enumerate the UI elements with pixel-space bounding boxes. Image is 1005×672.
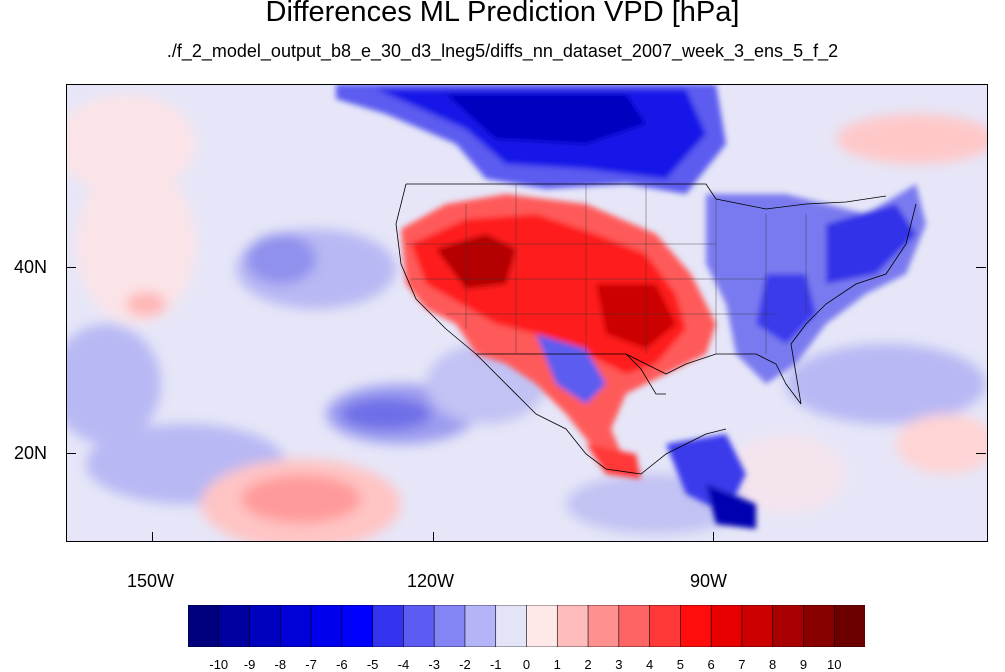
colorbar-label: 10 <box>826 657 842 672</box>
colorbar-label: 6 <box>707 657 715 672</box>
vpd-difference-field <box>66 84 988 542</box>
colorbar-swatch <box>433 605 466 647</box>
colorbar-swatch <box>310 605 343 647</box>
colorbar-label: -6 <box>336 657 348 672</box>
colorbar-label: -3 <box>428 657 440 672</box>
lon-label-90w: 90W <box>690 571 728 591</box>
colorbar-label: 9 <box>799 657 808 672</box>
colorbar-label: 5 <box>676 657 684 672</box>
colorbar-swatch <box>526 605 559 647</box>
colorbar-swatch <box>803 605 836 647</box>
colorbar-label: 7 <box>738 657 746 672</box>
lat-tick-20n <box>66 453 76 454</box>
colorbar-swatch <box>464 605 497 647</box>
colorbar-label: -10 <box>209 657 229 672</box>
lat-tick-20n-right <box>976 453 986 454</box>
colorbar-swatches <box>188 605 865 647</box>
lon-tick-150w <box>152 532 153 542</box>
lon-tick-120w <box>433 532 434 542</box>
colorbar-swatch <box>680 605 712 647</box>
colorbar-swatch <box>649 605 682 647</box>
colorbar-swatch <box>341 605 374 647</box>
lat-label-40n: 40N <box>14 257 48 277</box>
colorbar-swatch <box>556 605 589 647</box>
colorbar <box>188 605 865 647</box>
colorbar-label: 8 <box>769 657 777 672</box>
lon-tick-90w <box>713 532 714 542</box>
lat-label-20n: 20N <box>14 443 48 463</box>
lat-tick-40n-right <box>976 267 986 268</box>
map-plot <box>66 84 988 542</box>
colorbar-swatch <box>280 605 312 647</box>
colorbar-swatch <box>741 605 774 647</box>
colorbar-swatch <box>772 605 805 647</box>
coastline-borders <box>395 183 917 475</box>
colorbar-label: 3 <box>615 657 623 672</box>
colorbar-swatch <box>249 605 282 647</box>
map-title: Differences ML Prediction VPD [hPa] <box>265 0 740 28</box>
colorbar-swatch <box>710 605 743 647</box>
colorbar-label: 0 <box>522 657 531 672</box>
colorbar-label: -5 <box>366 657 379 672</box>
colorbar-swatch <box>833 605 865 647</box>
colorbar-label: 4 <box>645 657 654 672</box>
colorbar-swatch <box>403 605 435 647</box>
lat-tick-40n <box>66 267 76 268</box>
lon-label-150w: 150W <box>127 571 175 591</box>
colorbar-swatch <box>188 605 220 647</box>
colorbar-label: -1 <box>489 657 502 672</box>
colorbar-swatch <box>618 605 651 647</box>
land-anomaly-patches <box>336 84 926 529</box>
state-borders <box>406 184 807 354</box>
colorbar-swatch <box>495 605 528 647</box>
lon-label-120w: 120W <box>407 571 455 591</box>
colorbar-swatch <box>587 605 620 647</box>
colorbar-label: -7 <box>305 657 317 672</box>
map-subtitle: ./f_2_model_output_b8_e_30_d3_lneg5/diff… <box>166 41 839 61</box>
colorbar-label: -4 <box>397 657 410 672</box>
colorbar-label: -8 <box>274 657 287 672</box>
colorbar-label: -9 <box>243 657 256 672</box>
colorbar-swatch <box>372 605 405 647</box>
colorbar-swatch <box>218 605 251 647</box>
colorbar-label: 1 <box>553 657 561 672</box>
colorbar-label: -2 <box>459 657 471 672</box>
colorbar-label: 2 <box>584 657 592 672</box>
